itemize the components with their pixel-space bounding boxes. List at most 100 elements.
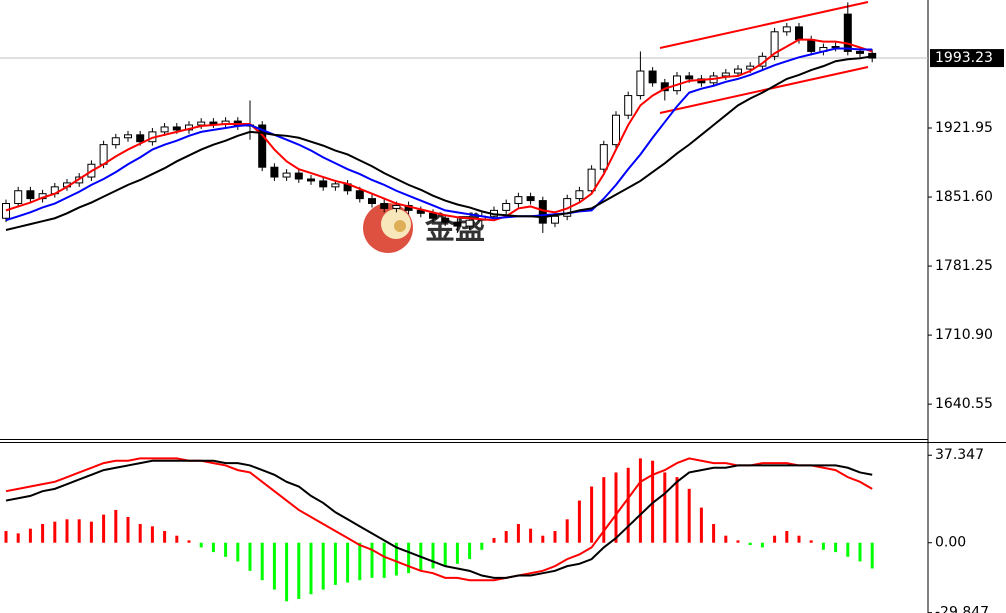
y-tick-label: 1781.25 <box>935 258 993 274</box>
candle-body <box>843 13 852 52</box>
candle-body <box>807 39 816 52</box>
last-price-label: 1993.23 <box>935 50 993 66</box>
candle-body <box>380 203 389 209</box>
candle-body <box>172 126 181 131</box>
candle-body <box>770 31 779 57</box>
candle-body <box>782 26 791 33</box>
histogram-bar <box>480 542 484 550</box>
histogram-bar <box>199 542 203 548</box>
candle-body <box>209 121 218 125</box>
candle-body <box>392 204 401 209</box>
histogram-bar <box>590 486 594 543</box>
candle-body <box>14 190 23 205</box>
candle-body <box>795 26 803 41</box>
histogram-bar <box>431 542 435 569</box>
histogram-bar <box>211 542 215 553</box>
indicator-line <box>5 457 873 582</box>
histogram-bar <box>638 458 642 543</box>
channel-lower <box>659 66 869 114</box>
candle-body <box>26 190 35 200</box>
histogram-bar <box>102 514 106 543</box>
indicator-line <box>5 459 873 579</box>
histogram-bar <box>163 531 167 543</box>
candle-body <box>831 46 840 49</box>
histogram-bar <box>541 535 545 543</box>
candle-body <box>856 50 864 54</box>
candle-body <box>2 203 10 219</box>
indicator-line <box>5 55 873 231</box>
histogram-bar <box>187 540 191 543</box>
histogram-bar <box>382 542 386 578</box>
candle-body <box>429 212 437 219</box>
candle-body <box>319 180 328 188</box>
histogram-bar <box>346 542 350 583</box>
candle-body <box>551 215 559 224</box>
histogram-bar <box>846 542 850 557</box>
watermark <box>363 203 413 253</box>
y-tick-label: 37.347 <box>935 447 984 463</box>
histogram-bar <box>455 542 459 564</box>
histogram-bar <box>370 542 374 578</box>
candle-body <box>612 114 620 146</box>
histogram-bar <box>333 542 337 585</box>
histogram-bar <box>553 531 557 543</box>
histogram-bar <box>870 542 874 569</box>
candle-body <box>136 134 145 143</box>
histogram-bar <box>577 500 581 543</box>
y-tick-label: 0.00 <box>935 535 966 551</box>
histogram-bar <box>736 540 740 543</box>
histogram-bar <box>28 528 32 543</box>
histogram-bar <box>297 542 301 599</box>
histogram-bar <box>77 519 81 543</box>
histogram-bar <box>41 523 45 543</box>
histogram-bar <box>748 542 752 546</box>
histogram-bar <box>602 477 606 543</box>
indicator-line <box>5 47 873 222</box>
histogram-bar <box>468 542 472 560</box>
candle-body <box>502 203 511 211</box>
histogram-bar <box>321 542 325 590</box>
candle-body <box>111 137 120 146</box>
candle-body <box>538 200 547 224</box>
histogram-bar <box>138 523 142 543</box>
candle-body <box>465 219 474 227</box>
candle-body <box>453 221 462 227</box>
candle-body <box>258 124 267 168</box>
histogram-bar <box>407 542 411 574</box>
candle-body <box>624 95 633 116</box>
histogram-bar <box>65 519 69 543</box>
histogram-bar <box>394 542 398 576</box>
histogram-bar <box>797 535 801 543</box>
candle-body <box>587 168 596 192</box>
last-price-box <box>930 49 1004 68</box>
histogram-bar <box>724 535 728 543</box>
histogram-bar <box>443 542 447 567</box>
histogram-bar <box>272 542 276 590</box>
histogram-bar <box>834 542 838 553</box>
channel-upper <box>659 1 869 49</box>
candle-body <box>868 52 877 59</box>
histogram-bar <box>809 540 813 543</box>
candle-body <box>294 172 303 180</box>
candle-body <box>355 190 364 200</box>
y-tick-label: 1710.90 <box>935 327 993 343</box>
histogram-bar <box>712 523 716 543</box>
histogram-bar <box>89 521 93 543</box>
histogram-bar <box>236 542 240 562</box>
histogram-bar <box>150 526 154 543</box>
candle-body <box>575 190 584 200</box>
histogram-bar <box>858 542 862 562</box>
candle-body <box>331 183 340 188</box>
histogram-bar <box>358 542 362 581</box>
candle-body <box>282 172 291 178</box>
histogram-bar <box>516 523 520 543</box>
histogram-bar <box>260 542 264 581</box>
histogram-bar <box>126 516 130 543</box>
histogram-bar <box>663 472 667 543</box>
candle-body <box>368 198 376 205</box>
candle-body <box>636 70 645 97</box>
candle-body <box>721 72 730 77</box>
histogram-bar <box>4 531 8 543</box>
